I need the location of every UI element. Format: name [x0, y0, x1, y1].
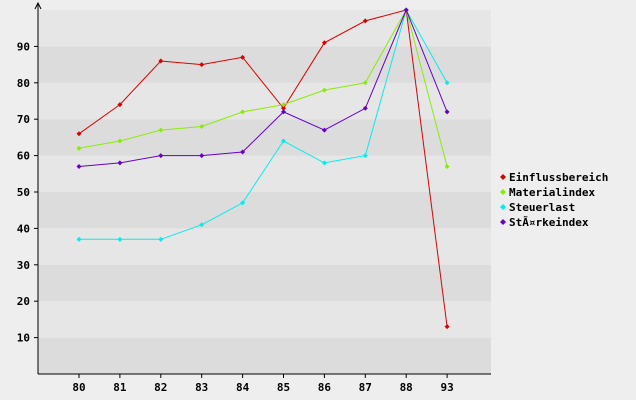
legend-label: StÃ¤rkeindex [509, 216, 589, 229]
x-tick-label: 87 [359, 381, 372, 394]
grid-band [38, 119, 491, 156]
data-point [444, 80, 450, 86]
y-tick-label: 90 [17, 40, 30, 53]
x-tick-label: 83 [195, 381, 208, 394]
data-point [199, 222, 205, 228]
grid-band [38, 264, 491, 302]
series-group [76, 7, 450, 330]
data-point [117, 160, 123, 166]
grid-band [38, 46, 491, 83]
x-tick-label: 88 [400, 381, 413, 394]
y-tick-label: 10 [17, 332, 30, 345]
x-tick-label: 93 [440, 381, 453, 394]
data-point [158, 58, 164, 64]
data-point [281, 105, 286, 111]
series-line-1 [78, 8, 448, 167]
plot-background [38, 10, 491, 374]
data-point [240, 200, 246, 206]
grid-band [38, 192, 491, 229]
legend-marker [500, 204, 506, 210]
grid-band [38, 10, 491, 47]
data-point [76, 145, 82, 151]
x-tick-label: 80 [72, 381, 85, 394]
legend-label: Materialindex [509, 186, 595, 199]
y-tick-label: 80 [17, 77, 30, 90]
data-point [76, 131, 82, 137]
data-point [403, 7, 409, 13]
data-point [240, 149, 246, 155]
data-point [158, 153, 164, 159]
series-line-2 [79, 8, 448, 240]
data-point [362, 153, 368, 159]
data-point [117, 102, 123, 108]
y-tick-label: 30 [17, 259, 30, 272]
axes: 10 20 30 40 50 60 70 80 90 80 81 82 83 84 85 86 87 88 93 [17, 1, 491, 394]
legend: Einflussbereich Materialindex Steuerlast St… [500, 171, 608, 229]
x-tick-label: 86 [318, 381, 332, 394]
data-point [281, 102, 286, 108]
y-tick-label: 60 [17, 150, 30, 163]
y-tick-label: 20 [17, 295, 30, 308]
data-point [281, 138, 286, 144]
data-point [321, 160, 327, 166]
y-tick-label: 40 [17, 222, 30, 235]
legend-label: Steuerlast [509, 201, 575, 214]
series-line-0 [78, 9, 448, 327]
data-point [362, 105, 368, 111]
data-point [76, 164, 82, 170]
legend-label: Einflussbereich [509, 171, 608, 184]
data-point [240, 54, 246, 60]
data-point [281, 109, 286, 115]
data-point [117, 138, 123, 144]
x-tick-label: 81 [113, 381, 127, 394]
data-point [444, 109, 450, 115]
x-tick-label: 84 [236, 381, 250, 394]
data-point [362, 18, 368, 24]
data-point [199, 153, 205, 159]
data-point [444, 164, 450, 170]
data-point [199, 123, 205, 129]
x-tick-label: 82 [154, 381, 167, 394]
data-point [76, 236, 82, 242]
data-point [158, 127, 164, 133]
grid-band [38, 301, 491, 338]
grid-band [38, 82, 491, 120]
legend-marker [500, 174, 506, 180]
data-point [444, 324, 450, 330]
data-point [321, 40, 327, 46]
x-tick-label: 85 [277, 381, 290, 394]
data-point [240, 109, 246, 115]
series-line-3 [78, 8, 448, 167]
data-point [362, 80, 368, 86]
legend-marker [500, 219, 506, 225]
data-point [117, 236, 123, 242]
data-point [158, 236, 164, 242]
data-point [321, 127, 327, 133]
y-tick-label: 70 [17, 113, 30, 126]
y-tick-label: 50 [17, 186, 30, 199]
data-point [321, 87, 327, 93]
grid-band [38, 155, 491, 192]
data-point [199, 62, 205, 68]
legend-marker [500, 189, 506, 195]
y-axis-arrow [34, 1, 42, 10]
grid-band [38, 337, 491, 374]
grid-band [38, 228, 491, 265]
